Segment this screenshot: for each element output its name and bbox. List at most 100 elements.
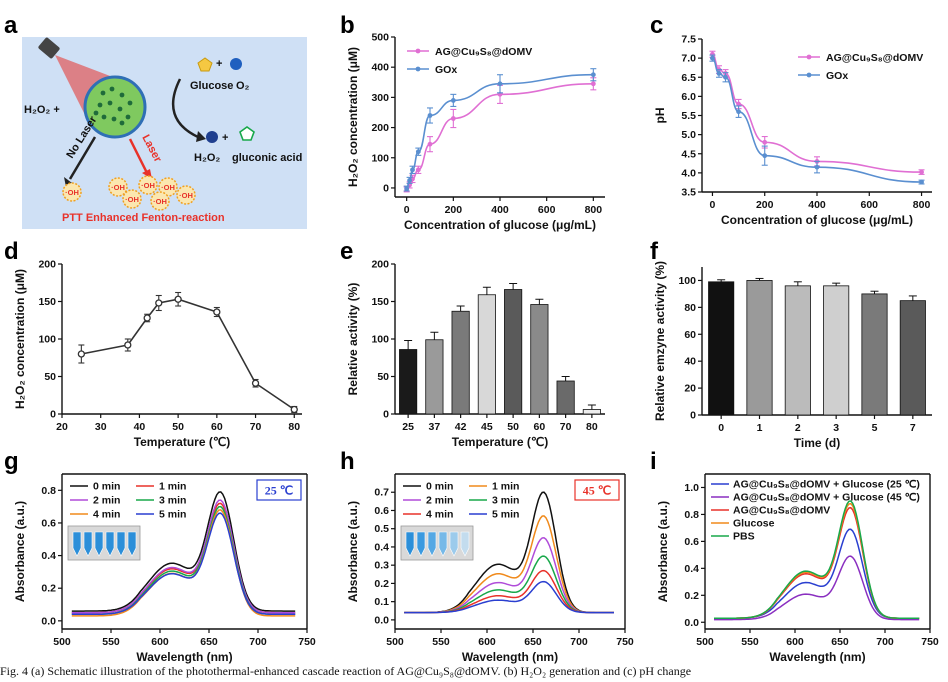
x-tick-label: 600: [151, 636, 169, 648]
panel-label-e: e: [340, 238, 353, 265]
x-tick-label: 800: [585, 204, 603, 216]
data-point: [450, 116, 456, 121]
nanoparticle-dot: [125, 114, 131, 120]
bar: [746, 280, 773, 416]
y-tick-label: 7.5: [681, 34, 696, 46]
x-tick-label: 50: [172, 421, 184, 433]
x-tick-label: 500: [53, 636, 71, 648]
vial-icon: [94, 531, 104, 557]
y-tick-label: 1.0: [684, 482, 699, 494]
legend-label: AG@Cu₉S₈@dOMV: [826, 52, 923, 64]
legend-label: AG@Cu₉S₈@dOMV: [733, 505, 830, 517]
y-axis-title: Relative activity (%): [346, 283, 360, 396]
y-tick-label: 0.0: [684, 617, 699, 629]
h2o2-product-text: H₂O₂: [194, 152, 220, 164]
nanoparticle-dot: [117, 106, 123, 112]
panel-label-g: g: [4, 448, 19, 475]
nanoparticle-dot: [97, 102, 103, 108]
y-axis-title: Absorbance (a.u.): [346, 501, 360, 602]
hydroxyl-radical-icon: [62, 182, 82, 202]
data-point: [762, 139, 768, 145]
legend-label: 3 min: [159, 495, 186, 507]
chart-panel-i: i 0.0 0.2 0.4 0.6 0.8 1.0 500 550 600 650 700 750 Wav…: [650, 448, 939, 664]
spectrum-line: [714, 555, 920, 621]
no-laser-arrow-icon: [68, 136, 97, 180]
y-tick-label: 0.2: [684, 590, 699, 602]
glucose-text: Glucose: [190, 80, 233, 92]
chart-panel-d: d 0 50 100 150 200 20 30 40 50 60 70 80 Temperature (…: [4, 238, 302, 449]
x-tick-label: 70: [560, 421, 572, 433]
plus-text-1: +: [216, 58, 222, 70]
panel-label-a: a: [4, 12, 18, 39]
laser-beam-icon: [55, 55, 118, 121]
y-tick-label: 0.6: [374, 505, 389, 517]
x-axis-title: Wavelength (nm): [462, 650, 558, 664]
y-tick-label: 40: [684, 356, 696, 368]
y-tick-label: 0.5: [374, 523, 389, 535]
nanoparticle-dot: [111, 116, 117, 122]
x-tick-label: 50: [507, 421, 519, 433]
nanoparticle-dots: [93, 86, 133, 126]
legend-label: AG@Cu₉S₈@dOMV + Glucose (25 ℃): [733, 479, 920, 491]
hydroxyl-radical-icon: [158, 177, 178, 197]
vial-icon: [105, 531, 115, 557]
y-tick-label: 60: [684, 329, 696, 341]
hydroxyl-radical-text: ·OH: [179, 191, 193, 200]
bar: [477, 294, 496, 415]
nanoparticle-dot: [119, 120, 125, 126]
reaction-arrow-icon: [171, 78, 199, 139]
plus-text-2: +: [222, 132, 228, 144]
legend-label: 4 min: [426, 509, 453, 521]
x-tick-label: 7: [910, 422, 916, 434]
bar: [451, 310, 470, 415]
data-point: [404, 186, 410, 191]
x-tick-label: 40: [134, 421, 146, 433]
x-tick-label: 400: [808, 199, 826, 211]
bar: [708, 281, 735, 416]
bar: [823, 285, 850, 416]
y-tick-label: 100: [38, 334, 56, 346]
y-tick-label: 500: [371, 32, 389, 44]
y-tick-label: 200: [371, 259, 389, 271]
legend-label: GOx: [435, 64, 457, 76]
panel-label-c: c: [650, 12, 663, 39]
x-tick-label: 80: [586, 421, 598, 433]
y-tick-label: 0.8: [684, 509, 699, 521]
legend-label: 2 min: [426, 495, 453, 507]
h2o2-reactant-text: H₂O₂ +: [24, 104, 60, 116]
data-point: [290, 405, 298, 414]
chart-panel-c: c 3.5 4.0 4.5 5.0 5.5 6.0 6.5 7.0 7.5 0 200 400 600 80…: [650, 12, 932, 227]
bar: [899, 300, 926, 416]
bar: [556, 380, 575, 415]
y-tick-label: 100: [371, 152, 389, 164]
x-tick-label: 0: [718, 422, 724, 434]
data-point: [590, 81, 596, 87]
laser-device-icon: [38, 37, 60, 59]
y-tick-label: 6.5: [681, 72, 696, 84]
y-tick-label: 4.5: [681, 148, 696, 160]
nanoparticle-dot: [127, 100, 133, 106]
vial-icon: [460, 531, 470, 557]
legend-label: PBS: [733, 531, 755, 543]
hydroxyl-radical-text: ·OH: [141, 181, 155, 190]
data-point: [415, 149, 421, 155]
y-tick-label: 50: [377, 371, 389, 383]
y-tick-label: 150: [38, 296, 56, 308]
x-tick-label: 550: [432, 636, 450, 648]
data-point: [497, 81, 503, 87]
legend-label: 5 min: [159, 509, 186, 521]
y-tick-label: 20: [684, 383, 696, 395]
temperature-badge-text: 25 ℃: [265, 484, 293, 498]
panel-label-f: f: [650, 238, 659, 265]
data-point: [736, 101, 741, 107]
temperature-badge: [256, 479, 302, 501]
y-tick-label: 0.3: [374, 560, 389, 572]
y-tick-label: 200: [371, 122, 389, 134]
bar: [861, 293, 888, 416]
data-point: [407, 177, 412, 183]
y-tick-label: 4.0: [681, 167, 696, 179]
x-tick-label: 200: [756, 199, 774, 211]
vial-icon: [416, 531, 426, 557]
